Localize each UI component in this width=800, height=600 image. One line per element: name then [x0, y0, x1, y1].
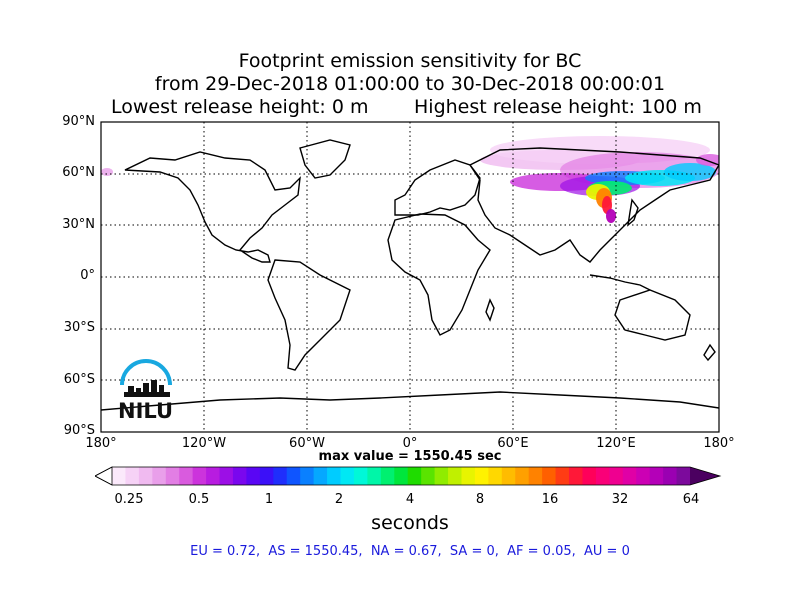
- lon-label-0: 0°: [402, 436, 418, 451]
- colorbar: [95, 466, 722, 486]
- lat-label-0: 0°: [80, 268, 95, 283]
- colorbar-segment: [327, 467, 342, 485]
- colorbar-segment: [246, 467, 261, 485]
- colorbar-segment: [595, 467, 610, 485]
- colorbar-high-extend: [690, 467, 720, 485]
- colorbar-tick: 8: [475, 492, 485, 507]
- colorbar-segment: [555, 467, 570, 485]
- colorbar-segment: [676, 467, 691, 485]
- colorbar-tick: 4: [405, 492, 415, 507]
- lon-label-120w: 120°W: [181, 436, 227, 451]
- highest-release-height: Highest release height: 100 m: [414, 96, 702, 118]
- colorbar-outline: [95, 466, 722, 486]
- lat-label-30n: 30°N: [62, 217, 95, 232]
- lat-label-90n: 90°N: [62, 114, 95, 129]
- colorbar-segment: [474, 467, 489, 485]
- colorbar-segment: [125, 467, 140, 485]
- colorbar-segment: [434, 467, 449, 485]
- colorbar-segment: [488, 467, 503, 485]
- colorbar-low-extend: [95, 466, 113, 486]
- colorbar-segment: [206, 467, 221, 485]
- colorbar-segment: [609, 467, 624, 485]
- colorbar-segment: [273, 467, 288, 485]
- plot-title-line2: from 29-Dec-2018 01:00:00 to 30-Dec-2018…: [154, 73, 666, 95]
- colorbar-segment: [407, 467, 422, 485]
- colorbar-segment: [138, 467, 153, 485]
- colorbar-segment: [232, 467, 247, 485]
- colorbar-segment: [501, 467, 516, 485]
- colorbar-segment: [179, 467, 194, 485]
- colorbar-tick: 0.25: [114, 492, 144, 507]
- lat-label-60s: 60°S: [63, 372, 95, 387]
- colorbar-segment: [569, 467, 583, 485]
- lon-label-120e: 120°E: [596, 436, 636, 451]
- footprint-plume: [101, 136, 719, 223]
- lat-label-90s: 90°S: [63, 423, 95, 438]
- colorbar-segment: [300, 467, 315, 485]
- lowest-release-height: Lowest release height: 0 m: [111, 96, 369, 118]
- max-value-label: max value = 1550.45 sec: [318, 449, 502, 464]
- colorbar-segment: [663, 467, 678, 485]
- colorbar-segment: [394, 467, 409, 485]
- map-frame: [100, 121, 720, 433]
- colorbar-tick: 16: [541, 492, 559, 507]
- colorbar-segment: [112, 467, 126, 485]
- colorbar-segment: [582, 467, 597, 485]
- colorbar-segment: [380, 467, 395, 485]
- colorbar-segment: [622, 467, 637, 485]
- colorbar-segment: [286, 467, 301, 485]
- colorbar-tick: 64: [682, 492, 700, 507]
- colorbar-segment: [542, 467, 557, 485]
- colorbar-segment: [421, 467, 436, 485]
- lon-label-180e: 180°: [703, 436, 735, 451]
- colorbar-segment: [367, 467, 382, 485]
- colorbar-segment: [636, 467, 651, 485]
- colorbar-segment: [528, 467, 543, 485]
- colorbar-tick: 0.5: [188, 492, 210, 507]
- colorbar-segment: [259, 467, 274, 485]
- colorbar-segment: [649, 467, 664, 485]
- colorbar-segment: [448, 467, 462, 485]
- colorbar-tick: 2: [334, 492, 344, 507]
- colorbar-tick: 32: [611, 492, 629, 507]
- colorbar-segment: [353, 467, 368, 485]
- colorbar-segment: [152, 467, 167, 485]
- nilu-logo-text: NILU: [118, 399, 174, 423]
- colorbar-label: seconds: [371, 512, 449, 534]
- nilu-logo-graphic: [120, 359, 172, 397]
- lon-label-60e: 60°E: [497, 436, 529, 451]
- lat-label-60n: 60°N: [62, 165, 95, 180]
- colorbar-segment: [515, 467, 530, 485]
- colorbar-segment: [461, 467, 476, 485]
- lon-label-180w: 180°: [85, 436, 117, 451]
- colorbar-segment: [165, 467, 180, 485]
- colorbar-segment: [219, 467, 234, 485]
- lon-label-60w: 60°W: [289, 436, 325, 451]
- lat-label-30s: 30°S: [63, 320, 95, 335]
- colorbar-segment: [340, 467, 355, 485]
- colorbar-segment: [192, 467, 207, 485]
- colorbar-segment: [313, 467, 328, 485]
- regional-values: EU = 0.72, AS = 1550.45, NA = 0.67, SA =…: [190, 544, 630, 559]
- plot-title-line1: Footprint emission sensitivity for BC: [238, 50, 582, 72]
- colorbar-tick: 1: [264, 492, 274, 507]
